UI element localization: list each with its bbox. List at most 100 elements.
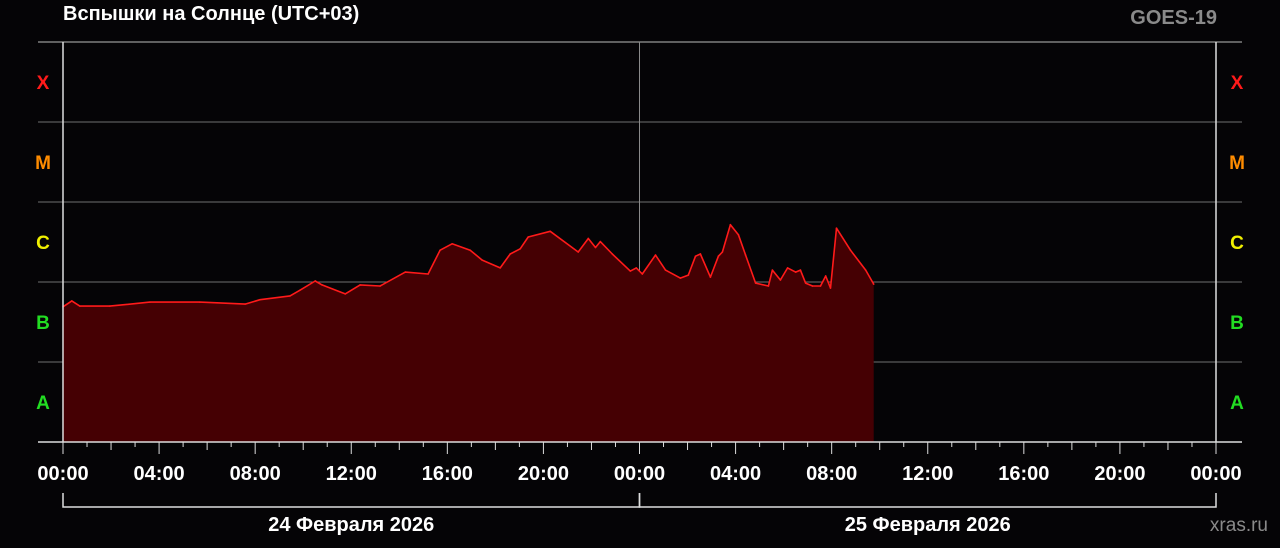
data-point — [481, 259, 483, 261]
data-point — [721, 251, 724, 253]
x-tick-label: 00:00 — [37, 463, 88, 485]
y-class-label-left: B — [36, 313, 50, 334]
data-point — [321, 284, 323, 286]
x-tick-label: 00:00 — [1190, 463, 1241, 485]
data-point — [549, 230, 552, 233]
data-point — [687, 274, 690, 276]
data-point — [709, 276, 712, 278]
data-point — [359, 284, 361, 286]
y-class-label-left: C — [36, 233, 50, 254]
data-point — [767, 285, 770, 287]
data-point — [314, 280, 317, 282]
x-tick-label: 16:00 — [998, 463, 1049, 485]
data-point — [244, 303, 246, 305]
data-point — [694, 255, 697, 258]
x-tick-label: 20:00 — [1094, 463, 1145, 485]
data-point — [404, 271, 407, 273]
data-point — [451, 243, 453, 245]
data-point — [527, 236, 530, 238]
data-point — [79, 305, 81, 307]
x-tick-label: 08:00 — [230, 463, 281, 485]
data-point — [299, 289, 301, 291]
y-class-label-left: X — [37, 73, 50, 94]
data-point — [779, 279, 782, 281]
data-point — [654, 254, 657, 256]
data-point — [379, 285, 381, 287]
y-class-label-left: A — [36, 393, 50, 414]
data-point — [824, 275, 827, 277]
x-tick-label: 20:00 — [518, 463, 569, 485]
data-point — [509, 253, 511, 255]
data-point — [849, 249, 852, 251]
satellite-label: GOES-19 — [1130, 7, 1217, 29]
data-point — [611, 253, 614, 255]
data-point — [729, 223, 732, 226]
data-point — [771, 269, 774, 271]
data-point — [786, 267, 789, 269]
flux-series — [62, 223, 875, 442]
data-point — [819, 285, 822, 287]
data-point — [577, 251, 580, 253]
data-point — [149, 301, 151, 303]
data-point — [499, 267, 501, 269]
x-tick-label: 04:00 — [710, 463, 761, 485]
data-point — [804, 282, 807, 284]
data-point — [744, 254, 747, 256]
x-tick-label: 04:00 — [134, 463, 185, 485]
data-point — [635, 267, 638, 269]
date-bracket — [638, 493, 1217, 508]
grid — [38, 41, 1242, 442]
chart-title: Вспышки на Солнце (UTC+03) — [63, 3, 359, 25]
data-point — [587, 237, 590, 240]
watermark: xras.ru — [1210, 515, 1268, 536]
data-point — [427, 273, 429, 275]
data-point — [835, 227, 838, 230]
data-point — [344, 293, 347, 295]
date-label: 25 Февраля 2026 — [845, 514, 1011, 536]
date-labels: 24 Февраля 2026 25 Февраля 2026 — [62, 493, 1217, 536]
data-point — [469, 249, 471, 251]
flux-line — [62, 223, 875, 308]
y-class-labels: A A B B C C M M X X — [35, 73, 1245, 414]
data-point — [872, 283, 875, 285]
data-point — [71, 300, 73, 302]
data-point — [737, 233, 740, 236]
y-class-label-right: M — [1229, 153, 1245, 174]
data-point — [699, 253, 702, 255]
y-class-label-right: A — [1230, 393, 1244, 414]
data-point — [519, 248, 521, 250]
data-point — [199, 301, 201, 303]
data-point — [679, 277, 682, 279]
date-bracket — [62, 493, 641, 508]
x-tick-label: 12:00 — [326, 463, 377, 485]
data-point — [599, 240, 602, 243]
date-label: 24 Февраля 2026 — [268, 514, 434, 536]
y-class-label-right: C — [1230, 233, 1244, 254]
data-point — [439, 249, 441, 251]
x-tick-label: 08:00 — [806, 463, 857, 485]
x-tick-label: 00:00 — [614, 463, 665, 485]
flux-area-fill — [63, 224, 874, 442]
data-point — [829, 287, 832, 289]
y-class-label-left: M — [35, 153, 51, 174]
data-point — [754, 282, 757, 284]
data-point — [799, 269, 802, 271]
data-point — [717, 255, 720, 258]
data-point — [664, 269, 667, 271]
data-point — [629, 270, 632, 272]
data-point — [864, 269, 867, 271]
data-point — [594, 246, 597, 249]
data-point — [109, 305, 111, 307]
data-point — [641, 273, 644, 275]
x-tick-labels: 00:00 04:00 08:00 12:00 16:00 20:00 00:00 04:00… — [37, 463, 1241, 485]
data-point — [259, 298, 261, 301]
data-point — [811, 285, 814, 287]
data-point — [794, 271, 797, 273]
y-class-label-right: X — [1231, 73, 1244, 94]
x-tick-label: 12:00 — [902, 463, 953, 485]
axes — [38, 42, 1242, 454]
x-tick-label: 16:00 — [422, 463, 473, 485]
y-class-label-right: B — [1230, 313, 1244, 334]
data-point — [289, 295, 291, 297]
